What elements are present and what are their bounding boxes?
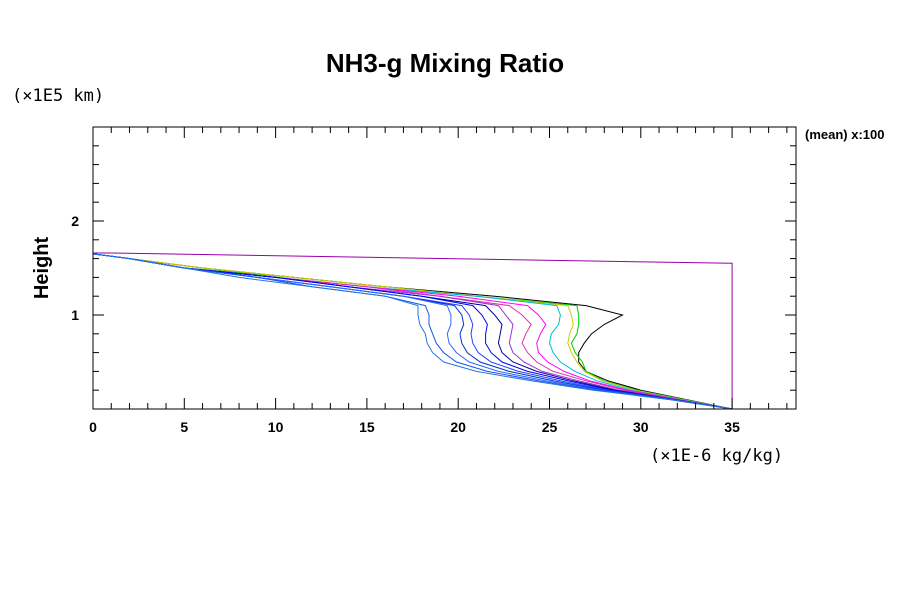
x-tick-label: 35 bbox=[724, 419, 740, 435]
series-line-magenta-1 bbox=[92, 253, 733, 410]
series-line-green bbox=[92, 253, 733, 410]
series-line-blue-2 bbox=[92, 253, 733, 410]
series-line-blue-6 bbox=[92, 253, 733, 410]
mean-annotation: (mean) x:100 bbox=[805, 127, 884, 142]
series-line-blue-5 bbox=[92, 253, 733, 410]
plot-area bbox=[92, 127, 733, 410]
y-unit-label: (×1E5 km) bbox=[12, 86, 104, 106]
tick-labels: 0 5 10 15 20 25 30 35 1 2 bbox=[71, 213, 740, 435]
x-tick-label: 25 bbox=[542, 419, 558, 435]
series-line-blue-4 bbox=[92, 253, 733, 410]
x-unit-label: (×1E-6 kg/kg) bbox=[650, 446, 783, 466]
y-axis-title: Height bbox=[31, 237, 53, 300]
y-tick-label: 1 bbox=[71, 307, 79, 323]
y-tick-label: 2 bbox=[71, 213, 79, 229]
x-tick-label: 5 bbox=[180, 419, 188, 435]
axis-ticks bbox=[92, 126, 796, 410]
series-line-purple bbox=[92, 253, 733, 410]
plot-frame bbox=[92, 126, 797, 410]
series-line-blue-3 bbox=[92, 253, 733, 410]
x-tick-label: 30 bbox=[633, 419, 649, 435]
x-tick-label: 0 bbox=[89, 419, 97, 435]
series-line-dark-blue-1 bbox=[92, 253, 733, 410]
series-line-blue-1 bbox=[92, 253, 733, 410]
x-tick-label: 20 bbox=[450, 419, 466, 435]
chart-title: NH3-g Mixing Ratio bbox=[326, 48, 564, 78]
series-line-cyan bbox=[92, 253, 733, 410]
series-line-yellow bbox=[92, 253, 733, 410]
series-line-black bbox=[92, 253, 733, 410]
x-tick-label: 10 bbox=[268, 419, 284, 435]
x-tick-label: 15 bbox=[359, 419, 375, 435]
series-line-magenta-2 bbox=[92, 253, 733, 410]
